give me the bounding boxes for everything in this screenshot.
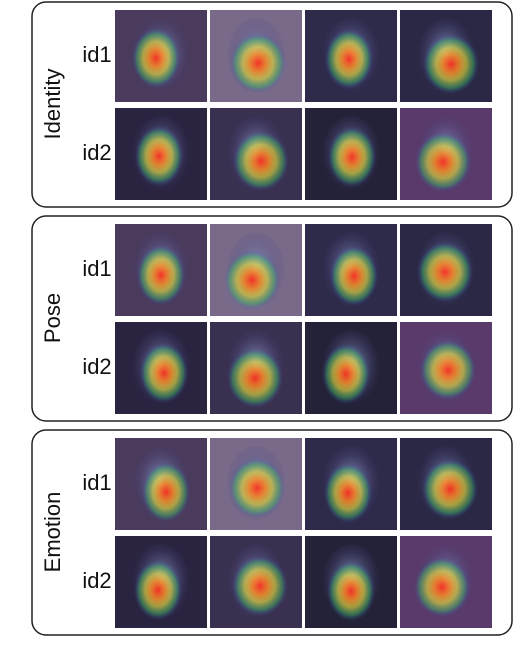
- attention-heatmap: [322, 344, 370, 404]
- attention-heatmap: [142, 462, 190, 522]
- attention-heatmap: [227, 348, 283, 408]
- attention-heatmap: [134, 560, 182, 620]
- attention-heatmap: [324, 463, 372, 523]
- row-label: id1: [82, 256, 111, 281]
- row-label: id2: [82, 354, 111, 379]
- attention-heatmap: [229, 458, 285, 518]
- attention-heatmap: [232, 556, 288, 616]
- attention-heatmap: [330, 246, 378, 306]
- attention-heatmap: [423, 34, 479, 94]
- row-label: id2: [82, 140, 111, 165]
- row-label: id1: [82, 470, 111, 495]
- attention-heatmap: [230, 33, 286, 93]
- panel-frame: [31, 215, 513, 422]
- attention-heatmap: [417, 242, 473, 302]
- attention-heatmap: [415, 132, 471, 192]
- attention-heatmap: [137, 245, 185, 305]
- panel-frame: [31, 429, 513, 636]
- attention-heatmap: [140, 343, 188, 403]
- panel-frame: [31, 1, 513, 208]
- attention-heatmap: [325, 29, 373, 89]
- attention-heatmap: [327, 561, 375, 621]
- attention-heatmap: [224, 250, 280, 310]
- attention-heatmap: [135, 126, 183, 186]
- panel-label: Emotion: [40, 492, 65, 573]
- panel-label: Identity: [40, 69, 65, 140]
- attention-heatmap: [233, 131, 289, 191]
- attention-heatmap: [420, 340, 476, 400]
- row-label: id1: [82, 42, 111, 67]
- row-label: id2: [82, 568, 111, 593]
- attention-heatmap: [422, 459, 478, 519]
- attention-heatmap: [328, 127, 376, 187]
- attention-heatmap: [132, 28, 180, 88]
- panel-label: Pose: [40, 293, 65, 343]
- attention-heatmap: [414, 557, 470, 617]
